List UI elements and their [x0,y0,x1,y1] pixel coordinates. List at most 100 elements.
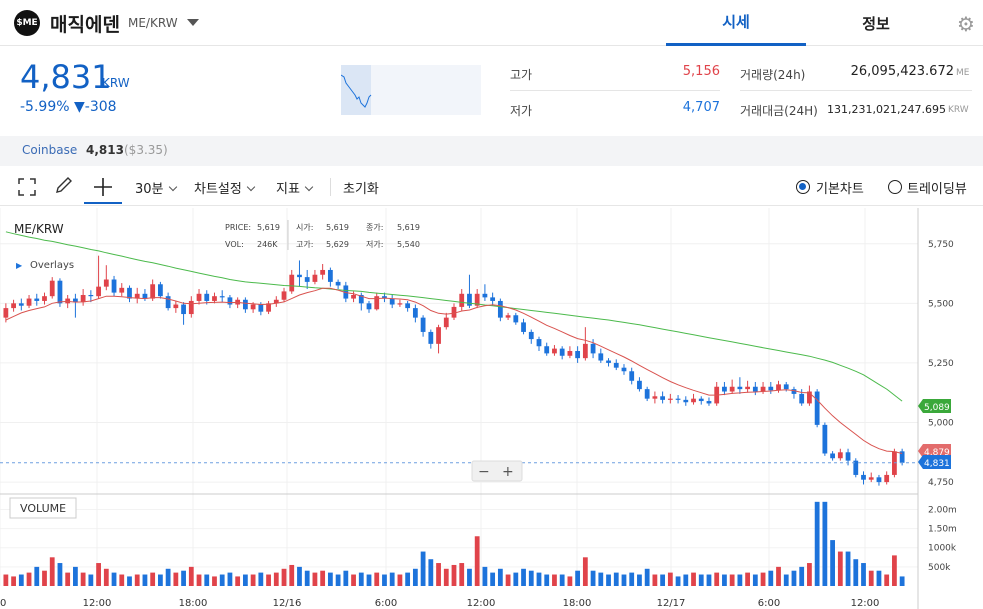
zoom-in-button[interactable]: + [502,464,514,480]
volume-bar [768,570,774,586]
coin-name[interactable]: 매직에덴 [50,14,120,36]
candle-body [567,351,573,356]
volume-bar [652,574,658,586]
candle-body [34,298,40,301]
candle-body [382,296,387,299]
candle-body [482,293,488,298]
indicators-label: 지표 [276,182,300,197]
coinbase-name: Coinbase [22,143,78,157]
volume-bar [459,563,465,586]
candle-body [799,393,805,404]
indicators-menu[interactable]: 지표 [276,178,314,197]
volume-bar [235,576,241,586]
candle-body [451,306,457,318]
volume-bar [691,572,696,586]
basic-chart-label[interactable]: 기본차트 [816,182,864,197]
volume-bar [297,566,302,586]
tab-price[interactable]: 시세 [666,0,806,46]
divider [510,90,720,91]
volume-bar [335,574,341,586]
candle-body [73,298,78,303]
interval-select[interactable]: 30분 [135,178,177,197]
candle-body [807,391,812,404]
pair-label[interactable]: ME/KRW [128,16,178,30]
volume-bar [490,572,496,586]
volume-bar [737,574,743,586]
volume-bar [242,574,248,586]
volume-bar [443,568,449,586]
candle-body [467,293,472,306]
volume-unit: ME [956,68,970,78]
tab-info[interactable]: 정보 [862,14,890,33]
reset-button[interactable]: 초기화 [343,182,379,197]
volume-bar [876,570,882,586]
candle-body [219,296,225,298]
price-unit: KRW [102,76,130,90]
tradingview-label[interactable]: 트레이딩뷰 [907,182,967,197]
candle-body [134,293,140,299]
volume-bar [660,574,666,586]
volume-bar [644,568,650,586]
volume-bar [11,576,16,586]
volume-bar [822,501,828,586]
gear-icon[interactable]: ⚙ [957,12,975,36]
volume-bar [575,570,581,586]
candle-body [142,293,148,299]
volume-bar [420,551,426,586]
crosshair-icon [94,178,112,196]
volume-bar [590,570,596,586]
volume-bar [807,563,812,586]
zoom-out-button[interactable]: − [478,464,490,480]
ohlc-close-value: 5,619 [397,223,420,232]
candle-body [667,398,673,400]
volume-bar [513,572,519,586]
volume-bar [436,563,441,586]
zoom-controls-bg [471,460,523,482]
fullscreen-icon[interactable] [18,178,36,200]
volume-bar [714,572,720,586]
candle-body [783,384,789,390]
volume-bar [96,563,101,586]
divider [330,178,331,196]
candle-body [258,304,264,312]
candle-body [103,279,109,287]
volume-bar [629,572,635,586]
chart-settings-menu[interactable]: 차트설정 [194,178,256,197]
volume-bar [34,566,40,586]
candle-body [88,294,94,297]
change-percent: -5.99% [20,99,70,115]
tradingview-radio[interactable] [888,180,902,194]
volume-bar [103,568,109,586]
volume-title: VOLUME [20,502,66,515]
crosshair-button[interactable] [84,172,122,204]
candle-body [18,303,24,306]
candle-body [26,298,32,306]
time-tick: 12/17 [657,598,686,609]
volume-bar [582,557,588,586]
candle-body [613,362,619,368]
candle-body [590,343,596,354]
volume-bar [397,574,403,586]
chevron-down-icon [168,182,177,192]
volume-bar [861,563,866,586]
volume-bar [127,576,132,586]
overlays-caret-icon[interactable]: ▶ [16,261,23,270]
volume-bar [528,570,534,586]
price-chart[interactable]: 5,750 5,500 5,250 5,000 4,750 2.00m 1.50m 1000… [0,208,983,609]
basic-chart-radio[interactable] [796,180,810,194]
candle-body [621,367,627,372]
volume-bars [3,501,905,586]
candle-body [698,398,704,402]
volume-tick: 1000k [928,544,957,554]
chart-grid [0,208,918,586]
coin-dropdown-icon[interactable] [187,19,199,26]
overlays-toggle[interactable]: Overlays [30,260,74,271]
candle-body [157,284,163,297]
chart-toolbar [0,168,983,206]
chevron-down-icon [304,182,314,192]
pencil-icon[interactable] [54,176,74,200]
low-label: 저가 [510,104,533,118]
ma-short-line [5,287,903,454]
volume-bar [73,566,78,586]
volume-bar [544,574,550,586]
